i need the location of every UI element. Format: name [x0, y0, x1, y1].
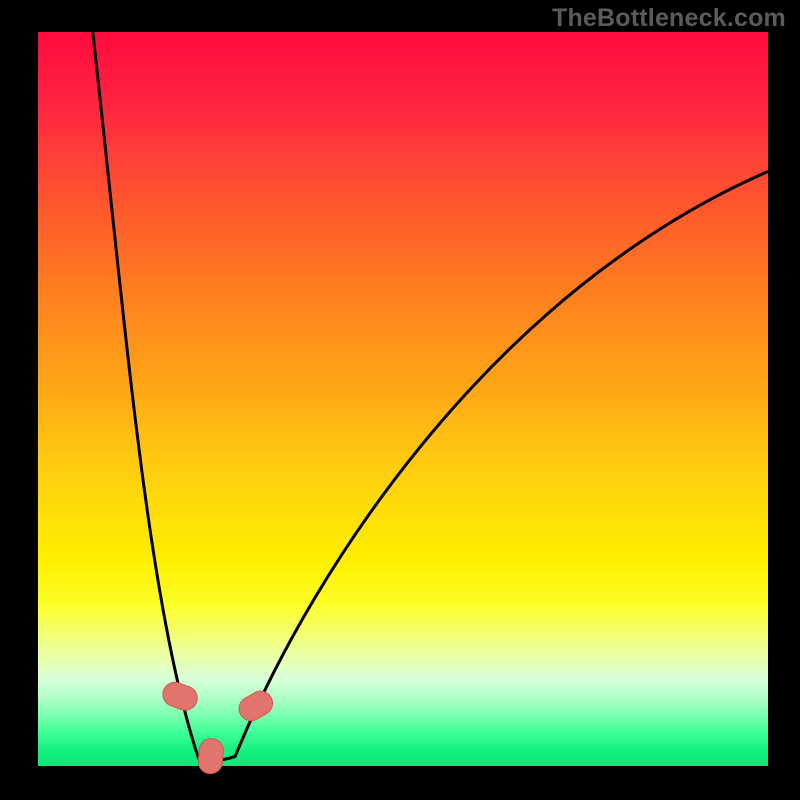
bottleneck-curve: [38, 32, 768, 766]
curve-marker-1: [197, 738, 225, 776]
plot-area: [38, 32, 768, 766]
stage: TheBottleneck.com: [0, 0, 800, 800]
watermark-text: TheBottleneck.com: [552, 4, 786, 33]
curve-path: [93, 32, 768, 760]
